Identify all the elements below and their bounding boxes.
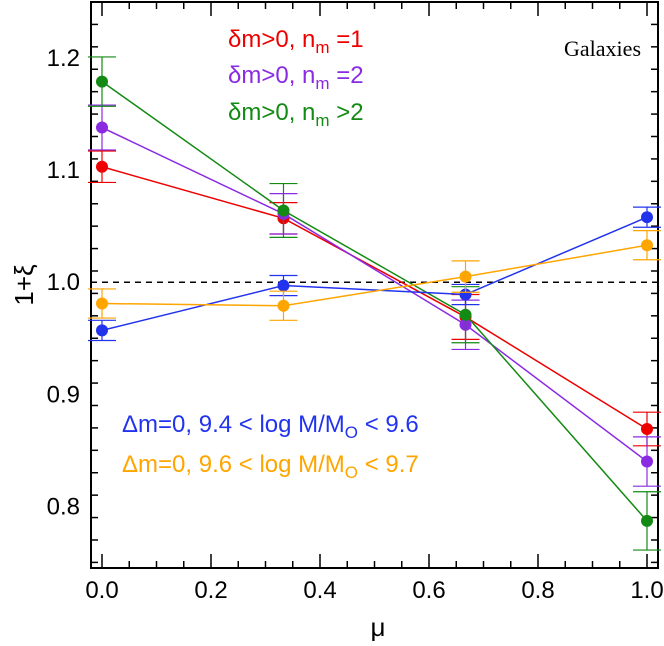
series-1 [88, 150, 661, 447]
x-tick-label: 0.8 [521, 577, 554, 604]
y-axis-title: 1+ξ [9, 264, 39, 306]
x-axis-title: μ [371, 612, 386, 642]
legend-subscript: O [345, 423, 358, 442]
data-point [459, 308, 472, 321]
data-point [96, 160, 108, 173]
y-tick-label: 0.9 [47, 381, 80, 408]
legend-entry: δm>0, nm >2 [228, 99, 364, 130]
legend-subscript: m [315, 38, 329, 57]
legend-subscript: m [315, 111, 329, 130]
data-point [96, 297, 108, 310]
legend-bottom: Δm=0, 9.4 < log M/MO < 9.6Δm=0, 9.6 < lo… [122, 411, 419, 482]
legend-entry: δm>0, nm =1 [228, 26, 364, 57]
legend-entry: Δm=0, 9.4 < log M/MO < 9.6 [122, 411, 419, 442]
axis-tick-labels: 0.0 0.2 0.4 0.6 0.8 1.0 0.8 0.9 1.0 1.1 1.2 [47, 45, 664, 604]
series-line [101, 216, 648, 332]
chart-title: Galaxies [564, 36, 641, 61]
x-tick-label: 1.0 [630, 577, 663, 604]
axis-ticks [91, 1, 658, 568]
x-tick-label: 0.6 [412, 577, 445, 604]
legend-subscript: m [315, 74, 329, 93]
x-tick-label: 0.2 [194, 577, 227, 604]
series-4 [88, 206, 661, 342]
x-tick-label: 0.0 [85, 577, 118, 604]
y-tick-label: 1.0 [47, 269, 80, 296]
legend-top: δm>0, nm =1δm>0, nm =2δm>0, nm >2 [228, 26, 364, 130]
y-tick-label: 1.2 [47, 45, 80, 72]
data-point [641, 423, 653, 436]
series-3 [88, 56, 661, 551]
legend-label: δm>0, n [228, 26, 315, 53]
series-line [101, 126, 648, 463]
data-point [641, 239, 653, 252]
data-point [277, 204, 290, 217]
plot-frame [90, 1, 659, 569]
data-point [96, 121, 108, 134]
legend-label: δm>0, n [228, 99, 315, 126]
legend-entry: Δm=0, 9.6 < log M/MO < 9.7 [122, 451, 419, 482]
data-point [459, 270, 472, 283]
data-point [277, 279, 290, 292]
legend-subscript: O [345, 463, 358, 482]
legend-suffix: =1 [330, 26, 364, 53]
series-line [101, 166, 648, 430]
x-tick-label: 0.4 [303, 577, 336, 604]
legend-label: δm>0, n [228, 62, 315, 89]
y-tick-label: 0.8 [47, 493, 80, 520]
series-line [101, 80, 648, 522]
legend-entry: δm>0, nm =2 [228, 62, 364, 93]
series-group [88, 56, 661, 551]
legend-suffix: < 9.6 [358, 411, 419, 438]
data-point [641, 211, 653, 224]
series-5 [88, 230, 661, 321]
legend-suffix: < 9.7 [358, 451, 419, 478]
legend-suffix: >2 [330, 99, 364, 126]
data-point [641, 455, 653, 468]
series-line [101, 244, 648, 307]
y-tick-label: 1.1 [47, 157, 80, 184]
data-point [459, 288, 472, 301]
data-point [96, 324, 108, 337]
legend-label: Δm=0, 9.6 < log M/M [122, 451, 345, 478]
data-point [96, 75, 108, 88]
legend-label: Δm=0, 9.4 < log M/M [122, 411, 345, 438]
data-point [277, 299, 290, 312]
data-point [641, 514, 653, 527]
legend-suffix: =2 [330, 62, 364, 89]
